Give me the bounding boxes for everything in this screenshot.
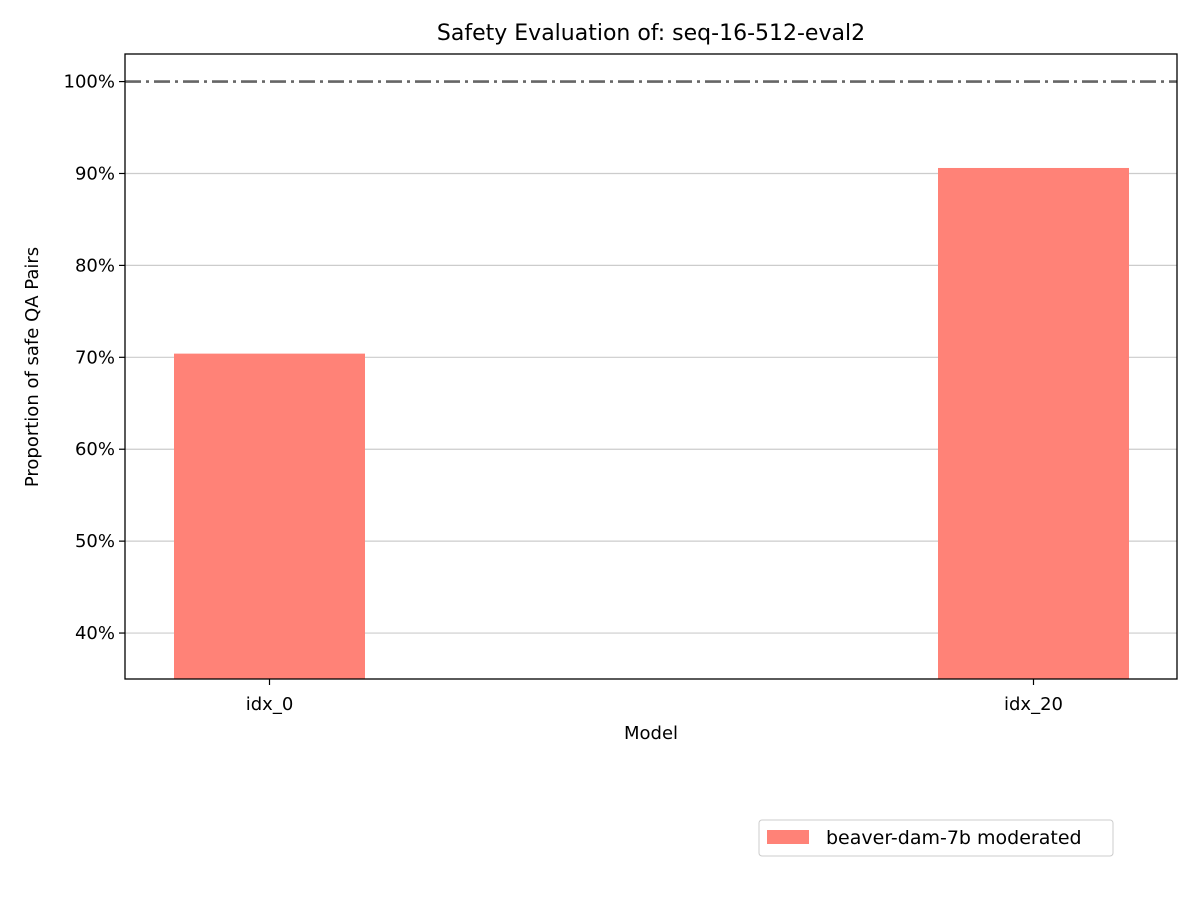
plot-frame [124, 53, 1178, 680]
legend: beaver-dam-7b moderated [758, 819, 1114, 857]
y-tick-label: 90% [75, 163, 115, 184]
y-tick-label: 100% [64, 72, 115, 93]
bar-idx_0 [174, 353, 365, 679]
y-axis-ticks: 40% 50% 60% 70% 80% 90% 100% [64, 72, 125, 644]
y-tick-label: 60% [75, 439, 115, 460]
bars [174, 167, 1129, 679]
y-tick-label: 80% [75, 255, 115, 276]
y-axis-title: Proportion of safe QA Pairs [22, 247, 43, 487]
y-tick-label: 70% [75, 347, 115, 368]
legend-box [758, 819, 1114, 857]
legend-swatch [767, 830, 809, 844]
bar-idx_20 [938, 167, 1129, 679]
y-tick-label: 40% [75, 623, 115, 644]
y-tick-label: 50% [75, 531, 115, 552]
x-tick-label: idx_0 [246, 694, 294, 715]
legend-label: beaver-dam-7b moderated [826, 827, 1082, 849]
x-axis-title: Model [624, 723, 678, 744]
x-axis-ticks: idx_0 idx_20 [246, 679, 1063, 715]
chart-title: Safety Evaluation of: seq-16-512-eval2 [437, 21, 865, 46]
x-tick-label: idx_20 [1004, 694, 1063, 715]
